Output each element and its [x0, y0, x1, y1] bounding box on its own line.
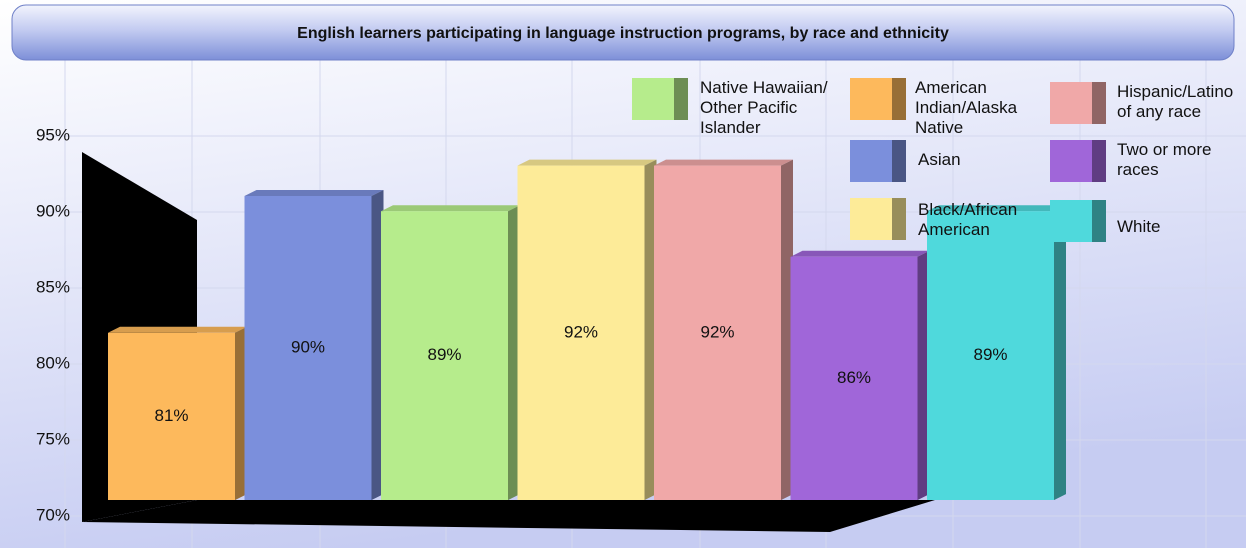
bar-top — [654, 159, 793, 166]
legend-swatch-side — [892, 140, 906, 182]
y-tick-label: 90% — [36, 201, 70, 220]
legend-swatch-side — [674, 78, 688, 120]
bar-front — [244, 196, 372, 500]
y-tick-label: 75% — [36, 429, 70, 448]
y-tick-label: 80% — [36, 353, 70, 372]
bar-top — [927, 205, 1066, 212]
bar-front — [790, 256, 918, 500]
bar-side — [1054, 205, 1066, 500]
bar-side — [235, 326, 247, 500]
value-label: 92% — [564, 322, 598, 341]
value-label: 81% — [154, 406, 188, 425]
bar — [927, 205, 1066, 500]
bar-front — [654, 165, 781, 500]
bar-front — [108, 332, 235, 500]
floor — [82, 500, 935, 532]
legend-swatch-side — [892, 198, 906, 240]
legend-swatch — [632, 78, 674, 120]
value-label: 89% — [973, 345, 1007, 364]
bar-side — [371, 190, 384, 500]
bar-front — [927, 211, 1054, 500]
y-tick-label: 70% — [36, 505, 70, 524]
bar-top — [244, 190, 384, 196]
bar-front — [381, 211, 508, 500]
title-bar — [11, 4, 1235, 61]
bar — [654, 159, 793, 500]
legend-swatch-side — [1092, 200, 1106, 242]
bar-side — [917, 250, 930, 500]
bar-top — [381, 205, 520, 212]
legend-swatch-side — [892, 78, 906, 120]
legend-label: Black/African American — [918, 200, 1018, 239]
bar-side — [781, 159, 793, 500]
legend-label: Two or more races — [1117, 140, 1212, 179]
bar — [517, 159, 657, 500]
y-tick-label: 85% — [36, 277, 70, 296]
y-tick-label: 95% — [36, 125, 70, 144]
bar — [790, 250, 930, 500]
value-label: 90% — [291, 337, 325, 356]
legend-swatch — [1050, 82, 1092, 124]
legend-label: Native Hawaiian/Other Pacific Islander — [700, 78, 828, 137]
legend-swatch-side — [1092, 82, 1106, 124]
legend-swatch — [850, 198, 892, 240]
value-label: 92% — [700, 322, 734, 341]
bar — [244, 190, 384, 500]
chart-title: English learners participating in langua… — [297, 25, 949, 42]
legend-label: White — [1117, 217, 1161, 236]
legend-swatch — [1050, 200, 1092, 242]
value-label: 89% — [427, 345, 461, 364]
bar — [108, 326, 247, 500]
bar — [381, 205, 520, 500]
bar-side — [508, 205, 520, 500]
legend-label: Asian — [918, 150, 961, 169]
bar-side — [644, 159, 657, 500]
legend-swatch — [1050, 140, 1092, 182]
value-label: 86% — [837, 368, 871, 387]
bar-front — [517, 165, 645, 500]
legend-swatch — [850, 78, 892, 120]
bar-top — [108, 326, 247, 333]
legend-label: Hispanic/Latino of any race — [1117, 82, 1234, 121]
bar-top — [517, 159, 657, 166]
legend-swatch-side — [1092, 140, 1106, 182]
bar-top — [790, 250, 930, 257]
legend-label: American Indian/Alaska Native — [915, 78, 1018, 137]
legend-swatch — [850, 140, 892, 182]
